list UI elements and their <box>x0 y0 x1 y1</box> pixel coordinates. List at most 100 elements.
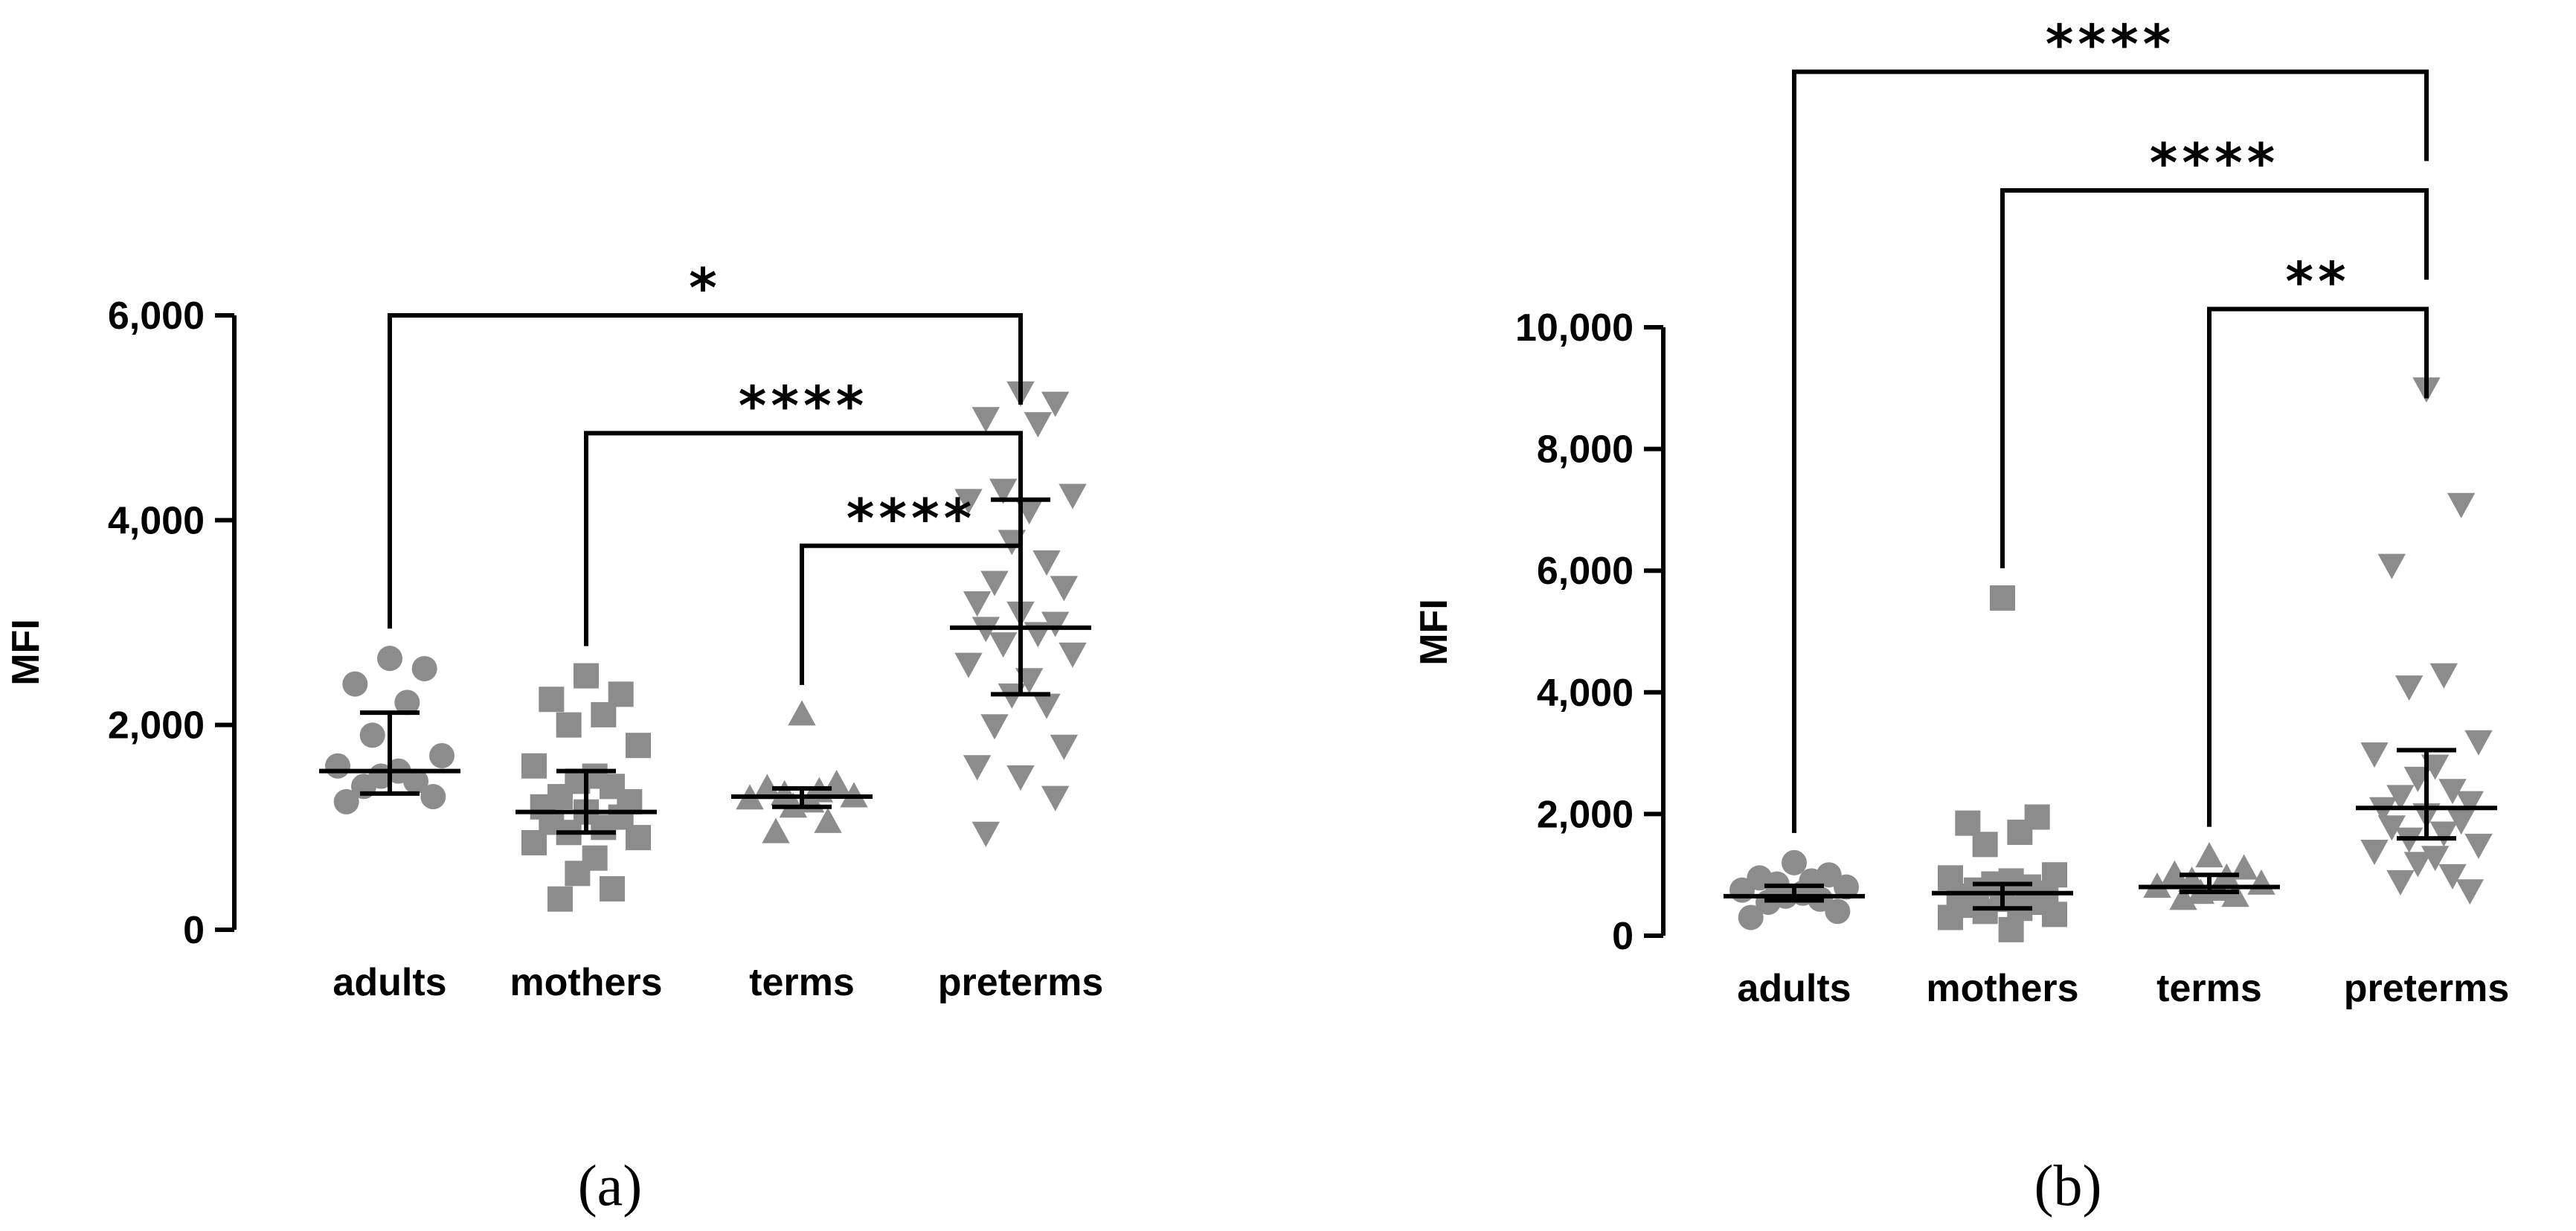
data-point-preterms <box>2438 864 2467 890</box>
data-point-terms <box>762 817 790 843</box>
data-point-preterms <box>971 821 1000 847</box>
data-point-mothers <box>591 701 617 727</box>
data-point-adults <box>359 722 385 748</box>
data-point-terms <box>2169 884 2197 910</box>
data-point-preterms <box>989 478 1018 504</box>
y-axis-title: MFI <box>4 619 48 686</box>
significance-label: ** <box>2285 250 2350 312</box>
data-point-mothers <box>539 687 565 713</box>
significance-bracket <box>2000 187 2429 569</box>
data-point-preterms <box>954 652 983 678</box>
data-point-mothers <box>521 753 547 779</box>
data-point-mothers <box>2042 901 2067 928</box>
data-point-mothers <box>626 825 651 851</box>
y-tick-label: 6,000 <box>108 295 205 338</box>
data-point-preterms <box>2464 833 2493 859</box>
data-point-preterms <box>2360 742 2389 768</box>
panel-b-chart: 0 2,000 4,000 6,000 8,000 10,000 MFI adults moth… <box>1413 13 2509 1218</box>
x-tick-label-preterms: preterms <box>2344 967 2510 1010</box>
y-tick-label: 10,000 <box>1515 306 1634 350</box>
data-point-preterms <box>1059 642 1087 668</box>
data-point-adults <box>411 655 437 681</box>
panel-label: (a) <box>578 1153 643 1218</box>
data-point-mothers <box>1998 916 2024 942</box>
data-point-adults <box>403 768 428 794</box>
data-point-mothers <box>1990 585 2015 611</box>
data-point-preterms <box>2360 840 2389 866</box>
data-point-preterms <box>2447 492 2476 518</box>
data-point-preterms <box>2386 870 2415 896</box>
data-point-preterms <box>2438 779 2467 805</box>
data-point-mothers <box>1955 810 1981 836</box>
data-point-preterms <box>1041 611 1070 637</box>
significance-label: **** <box>2046 13 2176 75</box>
data-point-preterms <box>2464 730 2493 756</box>
data-point-terms <box>788 700 816 726</box>
data-point-preterms <box>1041 391 1070 417</box>
significance-label: **** <box>2150 132 2280 194</box>
significance-bracket <box>800 543 1023 685</box>
x-tick-label-preterms: preterms <box>938 961 1104 1004</box>
data-point-mothers <box>1938 904 1963 931</box>
data-point-preterms <box>1050 734 1079 760</box>
y-tick-label: 0 <box>183 909 205 952</box>
data-point-mothers <box>565 861 591 887</box>
data-point-mothers <box>556 712 582 738</box>
y-tick-label: 2,000 <box>1537 793 1634 836</box>
data-point-preterms <box>1041 785 1070 811</box>
data-point-adults <box>1729 877 1755 903</box>
data-point-mothers <box>2007 819 2033 845</box>
data-point-preterms <box>954 489 983 515</box>
x-tick-label-mothers: mothers <box>510 961 662 1004</box>
y-tick-label: 2,000 <box>108 704 205 748</box>
data-point-preterms <box>980 714 1009 740</box>
significance-label: **** <box>847 487 977 550</box>
data-point-mothers <box>591 814 617 841</box>
data-point-mothers <box>1972 832 1998 858</box>
data-point-adults <box>333 788 359 814</box>
significance-bracket <box>2207 306 2429 827</box>
data-point-preterms <box>2455 791 2485 817</box>
data-point-preterms <box>2394 675 2424 701</box>
data-point-adults <box>420 784 446 810</box>
x-tick-label-terms: terms <box>2156 967 2262 1010</box>
panel-label: (b) <box>2034 1153 2102 1218</box>
data-point-adults <box>1834 874 1859 900</box>
data-point-preterms <box>1006 765 1035 791</box>
data-point-mothers <box>600 875 625 901</box>
data-point-preterms <box>2386 785 2415 811</box>
data-point-preterms <box>1032 550 1061 576</box>
significance-label: **** <box>739 374 869 437</box>
y-tick-label: 4,000 <box>108 499 205 542</box>
y-tick-label: 6,000 <box>1537 550 1634 593</box>
data-point-terms <box>2221 881 2249 907</box>
data-point-mothers <box>574 663 599 689</box>
data-point-preterms <box>2429 663 2458 689</box>
data-point-preterms <box>1024 412 1053 438</box>
data-point-adults <box>1738 904 1764 931</box>
x-tick-label-terms: terms <box>749 961 855 1004</box>
significance-bracket <box>388 313 1023 629</box>
data-point-mothers <box>521 829 547 855</box>
data-point-terms <box>753 774 782 800</box>
data-point-preterms <box>1032 693 1061 719</box>
data-point-adults <box>377 646 402 672</box>
data-point-preterms <box>971 407 1000 433</box>
data-point-preterms <box>2377 553 2406 579</box>
data-point-adults <box>1825 899 1851 925</box>
data-point-preterms <box>980 570 1009 597</box>
significance-bracket <box>584 431 1023 646</box>
data-point-terms <box>814 807 842 833</box>
data-point-preterms <box>2403 852 2432 878</box>
data-point-preterms <box>963 755 992 781</box>
x-tick-label-adults: adults <box>333 961 446 1004</box>
significance-label: * <box>689 257 722 319</box>
data-point-preterms <box>963 591 992 617</box>
y-tick-label: 8,000 <box>1537 428 1634 472</box>
data-point-terms <box>2195 842 2223 868</box>
data-point-mothers <box>1972 899 1998 925</box>
data-point-adults <box>1782 849 1807 875</box>
y-axis-title: MFI <box>1413 599 1456 666</box>
data-point-mothers <box>626 733 651 759</box>
